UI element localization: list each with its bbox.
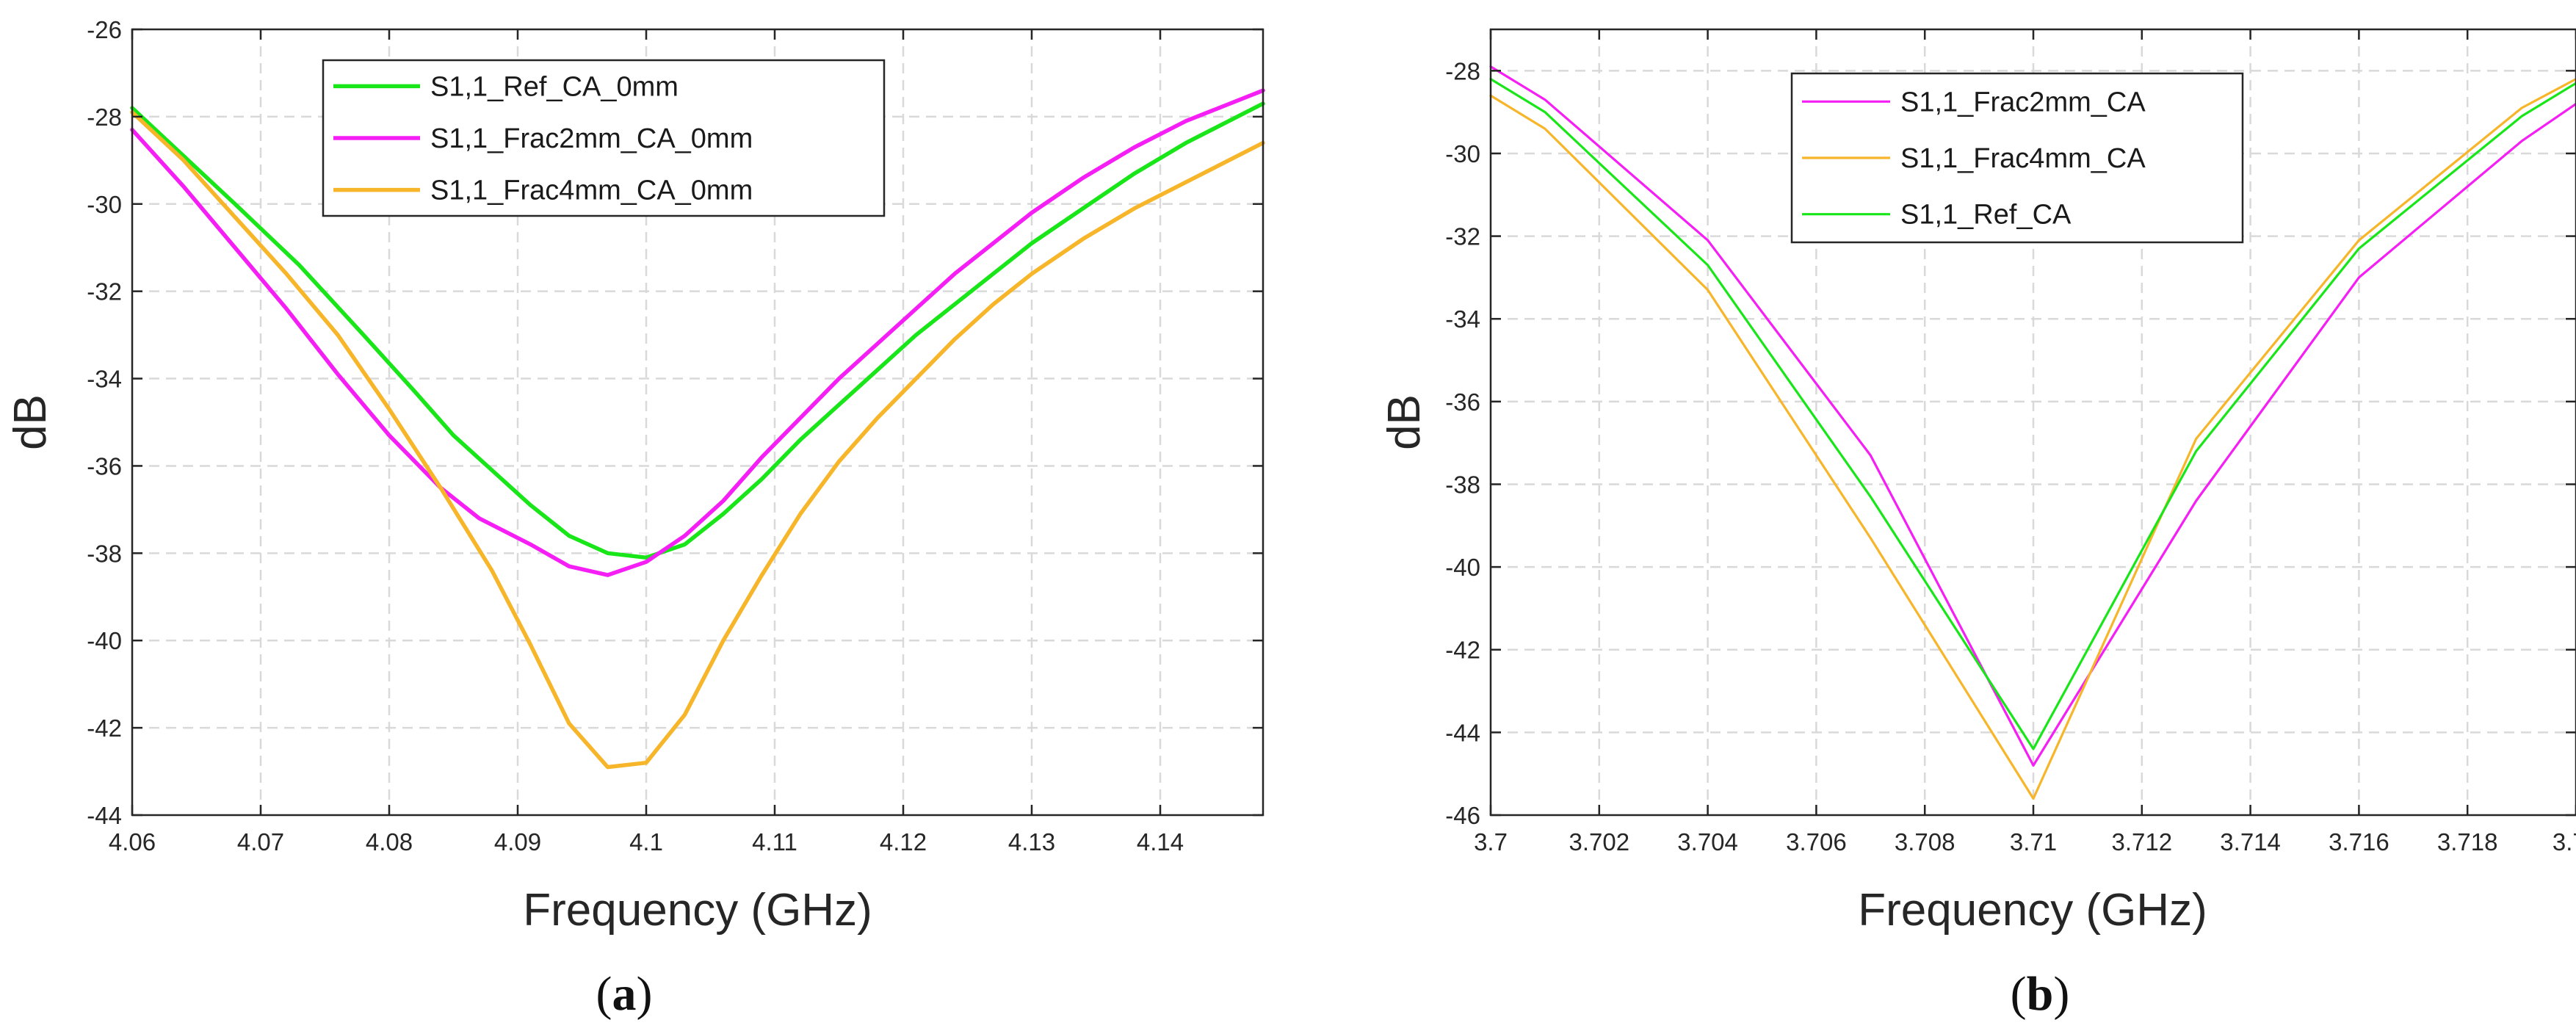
y-axis-label: dB bbox=[5, 394, 56, 450]
y-tick-label: -46 bbox=[1445, 802, 1480, 829]
series-line-S1,1_Frac2mm_CA bbox=[1489, 65, 2576, 767]
axes-frame bbox=[131, 28, 1265, 817]
y-tick-label: -32 bbox=[1445, 223, 1480, 250]
y-tick-label: -42 bbox=[87, 715, 122, 742]
x-tick-label: 3.712 bbox=[2112, 828, 2173, 855]
x-tick-label: 3.72 bbox=[2553, 828, 2576, 855]
y-tick-label: -36 bbox=[1445, 388, 1480, 416]
y-tick-label: -32 bbox=[87, 278, 122, 305]
chart-a: 4.06 4.07 4.08 4.09 4.1 4.11 4.12 4.13 4.14 -44 -4… bbox=[5, 16, 1265, 1021]
x-axis-label: Frequency (GHz) bbox=[1858, 885, 2207, 936]
x-tick-label: 3.7 bbox=[1474, 828, 1508, 855]
x-tick-label: 3.704 bbox=[1677, 828, 1738, 855]
x-tick-label: 4.06 bbox=[109, 828, 156, 855]
legend-label: S1,1_Frac2mm_CA bbox=[1900, 87, 2146, 117]
y-tick-label: -44 bbox=[1445, 719, 1480, 746]
y-tick-label: -30 bbox=[1445, 140, 1480, 167]
legend-label: S1,1_Frac4mm_CA_0mm bbox=[430, 176, 753, 206]
x-tick-label: 4.1 bbox=[629, 828, 663, 855]
x-tick-label: 4.13 bbox=[1008, 828, 1055, 855]
y-tick-label: -28 bbox=[1445, 57, 1480, 84]
y-tick-label: -38 bbox=[87, 540, 122, 567]
x-tick-label: 4.12 bbox=[880, 828, 927, 855]
y-axis-label: dB bbox=[1379, 394, 1430, 450]
legend-label: S1,1_Frac2mm_CA_0mm bbox=[430, 123, 753, 154]
subfigure-caption: (b) bbox=[2011, 967, 2070, 1021]
x-tick-label: 3.718 bbox=[2437, 828, 2498, 855]
x-tick-label: 3.702 bbox=[1569, 828, 1630, 855]
y-tick-label: -38 bbox=[1445, 471, 1480, 498]
x-tick-label: 3.714 bbox=[2220, 828, 2281, 855]
y-tick-label: -34 bbox=[87, 366, 122, 393]
y-tick-label: -44 bbox=[87, 802, 122, 829]
x-tick-label: 4.11 bbox=[752, 828, 797, 855]
x-tick-label: 3.71 bbox=[2010, 828, 2057, 855]
legend-label: S1,1_Frac4mm_CA bbox=[1900, 143, 2146, 174]
x-tick-label: 4.14 bbox=[1137, 828, 1184, 855]
x-axis-label: Frequency (GHz) bbox=[523, 885, 872, 936]
legend-label: S1,1_Ref_CA bbox=[1900, 200, 2072, 231]
x-tick-label: 3.708 bbox=[1895, 828, 1955, 855]
chart-b: 3.7 3.702 3.704 3.706 3.708 3.71 3.712 3.714 3.7… bbox=[1379, 28, 2576, 1021]
series-line-S1,1_Frac2mm_CA_0mm bbox=[130, 88, 1265, 577]
y-tick-label: -34 bbox=[1445, 305, 1480, 333]
x-tick-label: 3.706 bbox=[1786, 828, 1847, 855]
series-line-S1,1_Frac4mm_CA_0mm bbox=[130, 110, 1265, 770]
series-line-S1,1_Frac4mm_CA bbox=[1489, 77, 2576, 800]
y-tick-label: -40 bbox=[1445, 554, 1480, 581]
series-line-S1,1_Ref_CA bbox=[1489, 77, 2576, 750]
legend-label: S1,1_Ref_CA_0mm bbox=[430, 71, 679, 102]
y-tick-label: -36 bbox=[87, 452, 122, 480]
y-tick-label: -28 bbox=[87, 104, 122, 131]
subfigure-caption: (a) bbox=[596, 967, 653, 1021]
series-line-S1,1_Ref_CA_0mm bbox=[130, 101, 1265, 560]
x-tick-label: 4.07 bbox=[237, 828, 284, 855]
y-tick-label: -42 bbox=[1445, 637, 1480, 664]
x-tick-label: 4.08 bbox=[366, 828, 413, 855]
y-tick-label: -26 bbox=[87, 16, 122, 43]
x-tick-label: 3.716 bbox=[2329, 828, 2389, 855]
x-tick-label: 4.09 bbox=[494, 828, 541, 855]
y-tick-label: -30 bbox=[87, 191, 122, 218]
y-tick-label: -40 bbox=[87, 627, 122, 654]
